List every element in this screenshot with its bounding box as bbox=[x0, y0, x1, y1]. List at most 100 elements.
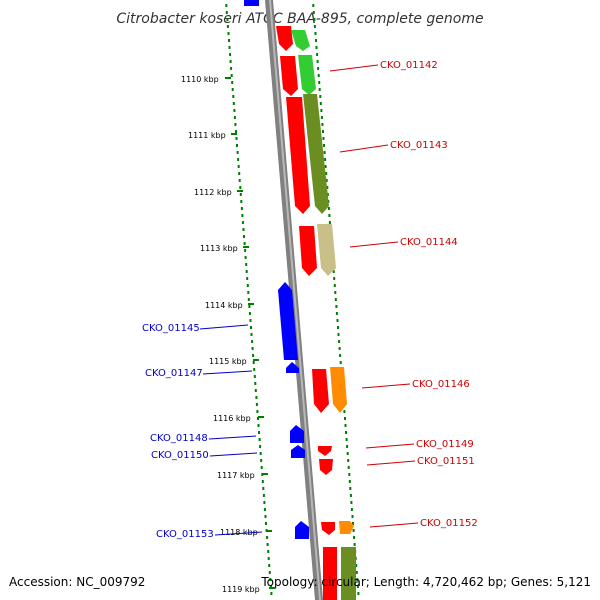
scale-label-1111: 1111 kbp bbox=[188, 131, 226, 140]
tick-dot-right bbox=[357, 592, 360, 595]
tick-dot-right bbox=[348, 473, 351, 476]
gene-outer-olive-1[interactable] bbox=[303, 94, 329, 214]
tick-dot-right bbox=[333, 284, 336, 287]
tick-dot-left bbox=[257, 417, 259, 420]
tick-dot-right bbox=[324, 158, 327, 161]
tick-dot-left bbox=[253, 375, 256, 378]
tick-dot-right bbox=[350, 508, 353, 511]
gene-cko-01145[interactable] bbox=[278, 282, 298, 360]
scale-label-1114: 1114 kbp bbox=[205, 301, 243, 310]
tick-dot-left bbox=[237, 158, 240, 161]
right-gene-labels: CKO_01142 CKO_01143 CKO_01144 CKO_01146 … bbox=[329, 60, 478, 529]
tick-dot-right bbox=[316, 60, 319, 63]
tick-dot-right bbox=[313, 18, 316, 21]
scale-labels: 1110 kbp 1111 kbp 1112 kbp 1113 kbp 1114… bbox=[181, 75, 260, 594]
tick-dot-left bbox=[262, 487, 265, 490]
label-cko-01150[interactable]: CKO_01150 bbox=[151, 450, 209, 461]
scale-label-1119: 1119 kbp bbox=[222, 585, 260, 594]
tick-dot-right bbox=[323, 144, 325, 147]
label-cko-01144[interactable]: CKO_01144 bbox=[400, 237, 458, 248]
tick-dot-left bbox=[248, 305, 251, 308]
tick-dot-left bbox=[263, 508, 266, 511]
tick-dot-left bbox=[264, 515, 267, 518]
tick-dot-right bbox=[320, 116, 323, 119]
tick-dot-right bbox=[339, 354, 342, 357]
tick-dot-right bbox=[314, 32, 317, 35]
label-cko-01152[interactable]: CKO_01152 bbox=[420, 518, 478, 529]
tick-dot-right bbox=[355, 564, 358, 567]
gene-outer-green-2[interactable] bbox=[298, 55, 316, 95]
tick-dot-right bbox=[313, 25, 316, 28]
label-cko-01142[interactable]: CKO_01142 bbox=[380, 60, 438, 71]
tick-dot-left bbox=[269, 585, 272, 588]
gene-cko-01153[interactable] bbox=[295, 521, 309, 539]
tick-track-right bbox=[312, 4, 360, 595]
tick-dot-right bbox=[348, 480, 351, 483]
tick-dot-left bbox=[247, 291, 250, 294]
label-cko-01147[interactable]: CKO_01147 bbox=[145, 368, 203, 379]
tick-dot-left bbox=[233, 109, 236, 112]
gene-bottom-olive[interactable] bbox=[341, 547, 356, 600]
gene-top-red[interactable] bbox=[276, 26, 293, 51]
tick-dot-left bbox=[241, 221, 244, 224]
tick-dot-left bbox=[240, 200, 243, 203]
label-cko-01146[interactable]: CKO_01146 bbox=[412, 379, 470, 390]
tick-dot-left bbox=[225, 4, 228, 7]
tick-dot-left bbox=[260, 466, 263, 469]
tick-dot-left bbox=[238, 179, 241, 182]
gene-cko-01144[interactable] bbox=[299, 226, 317, 276]
tick-dot-left bbox=[262, 494, 265, 497]
gene-cko-01143[interactable] bbox=[286, 97, 310, 214]
tick-dot-left bbox=[259, 452, 262, 455]
gene-outer-orange-2[interactable] bbox=[339, 521, 354, 534]
tick-dot-right bbox=[319, 95, 322, 98]
scale-label-1116: 1116 kbp bbox=[213, 414, 251, 423]
tick-dot-left bbox=[251, 347, 254, 350]
gene-top-green[interactable] bbox=[291, 30, 310, 51]
tick-dot-left bbox=[231, 88, 234, 91]
tick-dot-left bbox=[234, 123, 237, 126]
tick-dot-left bbox=[226, 25, 229, 28]
tick-dot-left bbox=[261, 480, 264, 483]
label-cko-01143[interactable]: CKO_01143 bbox=[390, 140, 448, 151]
gene-top-blue[interactable] bbox=[244, 0, 259, 6]
tick-dot-left bbox=[248, 312, 251, 315]
gene-bottom-red[interactable] bbox=[323, 547, 337, 600]
label-cko-01145[interactable]: CKO_01145 bbox=[142, 323, 200, 334]
gene-cko-01152[interactable] bbox=[321, 522, 335, 535]
gene-outer-khaki[interactable] bbox=[317, 224, 336, 276]
tick-dot-right bbox=[345, 438, 348, 441]
map-title: Citrobacter koseri ATCC BAA-895, complet… bbox=[116, 11, 483, 27]
gene-cko-01151[interactable] bbox=[319, 459, 333, 475]
label-cko-01148[interactable]: CKO_01148 bbox=[150, 433, 208, 444]
scale-label-1115: 1115 kbp bbox=[209, 357, 247, 366]
tick-dot-right bbox=[332, 270, 335, 273]
label-cko-01151[interactable]: CKO_01151 bbox=[417, 456, 475, 467]
tick-dot-left bbox=[268, 571, 271, 574]
tick-dot-right bbox=[338, 340, 341, 343]
tick-dot-left bbox=[236, 144, 238, 147]
tick-dot-left bbox=[258, 431, 260, 434]
tick-dot-left bbox=[230, 74, 233, 77]
gene-cko-01142[interactable] bbox=[280, 56, 298, 96]
gene-cko-01150[interactable] bbox=[291, 445, 305, 458]
gene-cko-01147[interactable] bbox=[286, 362, 299, 373]
tick-dot-right bbox=[318, 88, 321, 91]
tick-dot-right bbox=[349, 487, 352, 490]
tick-dot-right bbox=[328, 221, 331, 224]
gene-outer-orange-1[interactable] bbox=[330, 367, 347, 413]
tick-dot-right bbox=[349, 494, 352, 497]
tick-dot-right bbox=[325, 179, 328, 182]
tick-dot-left bbox=[265, 522, 267, 525]
tick-dot-left bbox=[255, 396, 258, 399]
tick-dot-right bbox=[318, 81, 321, 84]
tick-dot-right bbox=[356, 585, 359, 588]
label-cko-01149[interactable]: CKO_01149 bbox=[416, 439, 474, 450]
gene-cko-01146[interactable] bbox=[312, 369, 329, 413]
gene-cko-01148[interactable] bbox=[290, 425, 304, 443]
tick-dot-left bbox=[267, 557, 270, 560]
label-cko-01153[interactable]: CKO_01153 bbox=[156, 529, 214, 540]
gene-cko-01149[interactable] bbox=[318, 446, 332, 456]
tick-dot-right bbox=[352, 522, 354, 525]
